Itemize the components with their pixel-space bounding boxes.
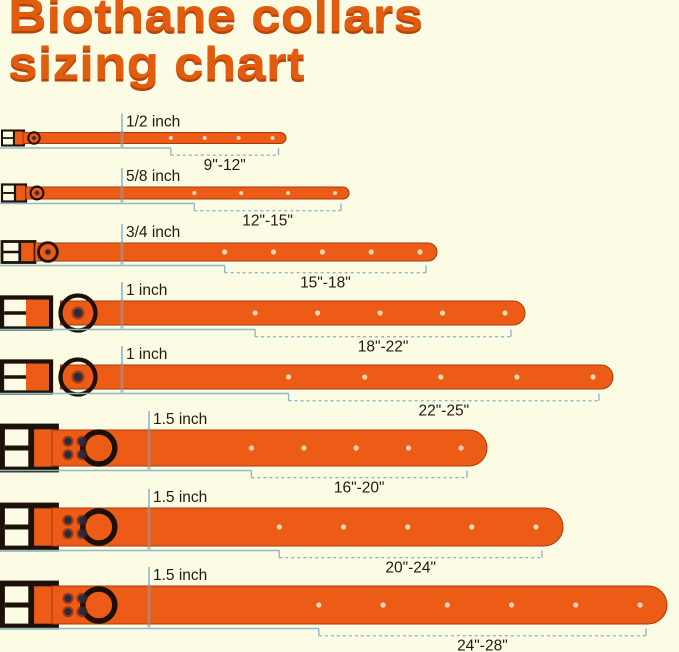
svg-text:1 inch: 1 inch xyxy=(126,346,167,363)
svg-text:1.5 inch: 1.5 inch xyxy=(153,567,207,584)
svg-text:24"-28": 24"-28" xyxy=(457,638,508,652)
svg-text:5/8 inch: 5/8 inch xyxy=(126,168,180,185)
svg-text:1/2 inch: 1/2 inch xyxy=(126,114,180,131)
svg-text:1.5 inch: 1.5 inch xyxy=(153,489,207,506)
svg-text:1 inch: 1 inch xyxy=(126,282,167,299)
svg-text:3/4 inch: 3/4 inch xyxy=(126,224,180,241)
svg-text:1.5 inch: 1.5 inch xyxy=(153,411,207,428)
